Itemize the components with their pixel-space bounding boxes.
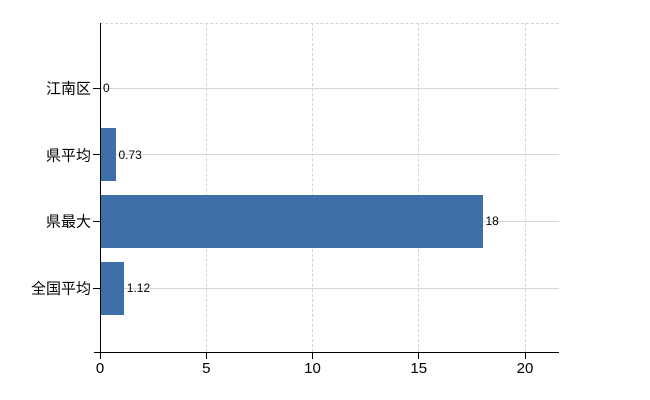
bar [100,194,483,248]
x-tick-label: 20 [516,360,534,377]
v-gridline [205,23,207,352]
y-category-label: 全国平均 [30,280,91,298]
plot-area: 0 0.73 18 1.12 [100,23,559,352]
x-tick-label: 15 [410,360,428,377]
y-tick [93,287,100,289]
bar-value-label: 18 [485,214,499,229]
x-tick [205,353,207,359]
v-gridline [312,23,313,352]
x-tick [312,353,313,359]
bar-value-label: 1.12 [126,281,151,296]
h-gridline [100,87,559,89]
y-axis-line [100,23,101,352]
h-gridline [100,287,559,289]
y-tick [93,154,100,156]
y-category-label: 県平均 [45,147,91,165]
bar [100,128,116,182]
x-tick [99,353,101,359]
x-tick-label: 10 [304,360,321,377]
y-tick [93,220,100,222]
bar-value-label: 0.73 [118,147,142,162]
y-tick [93,87,100,89]
y-category-label: 江南区 [45,80,91,98]
x-tick-label: 0 [95,360,105,377]
v-gridline [524,23,526,352]
v-gridline [418,23,420,352]
plot-top-border [100,23,559,24]
y-category-label: 県最大 [45,213,91,231]
x-tick-label: 5 [202,360,211,377]
h-gridline [100,154,559,156]
bar-value-label: 0 [103,81,110,95]
x-axis-line [94,352,559,353]
x-tick [418,353,420,359]
x-tick [524,353,526,359]
bar [100,261,124,315]
